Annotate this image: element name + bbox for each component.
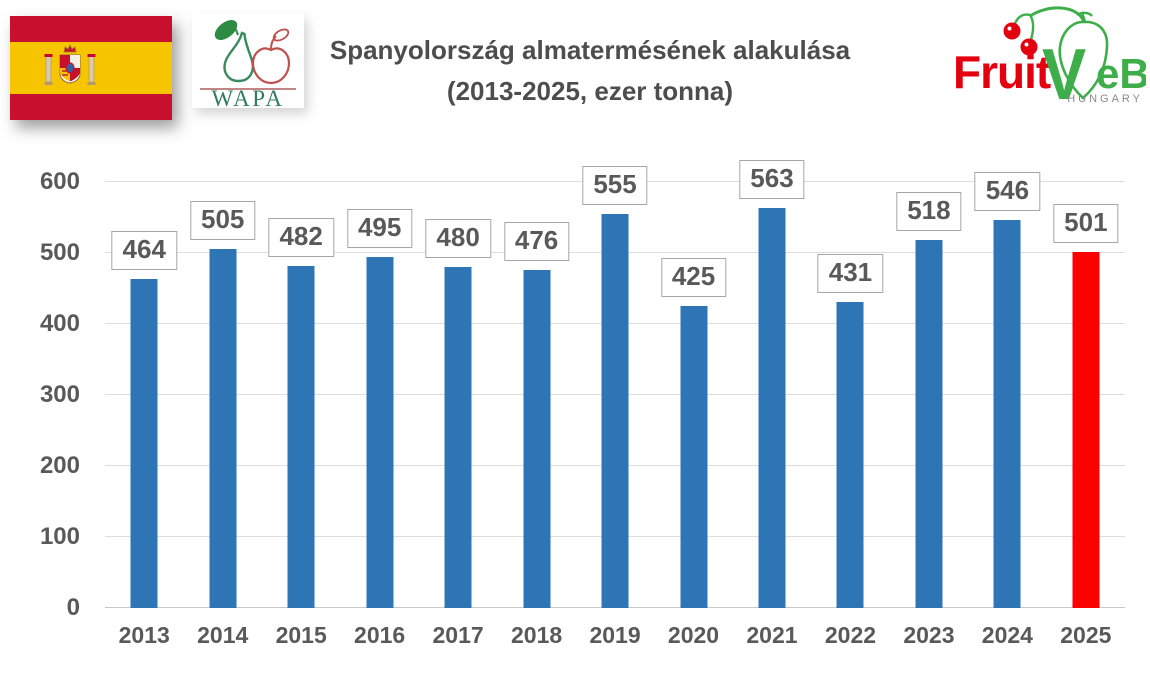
bar-2018	[523, 270, 551, 608]
y-axis: 0 100 200 300 400 500 600	[18, 170, 80, 620]
bar-2014	[209, 249, 237, 608]
bar-slot-2018: 476	[497, 182, 575, 608]
bar-2017	[444, 267, 472, 608]
bar-slot-2015: 482	[262, 182, 340, 608]
fruitveb-wordmark-eb: eB	[1096, 50, 1146, 97]
bar-slot-2019: 555	[576, 165, 654, 608]
bar-slot-2025: 501	[1047, 182, 1125, 608]
y-tick-label-500: 500	[39, 239, 80, 266]
value-label-2017: 480	[425, 219, 491, 259]
spain-flag	[10, 16, 172, 120]
chart-title: Spanyolország almatermésének alakulása (…	[300, 30, 880, 112]
wapa-pear-icon	[214, 20, 254, 83]
wapa-logo-graphic: WAPA	[200, 20, 296, 108]
x-tick-label-2020: 2020	[667, 622, 720, 648]
bar-slot-2020: 425	[654, 182, 732, 608]
y-tick-label-200: 200	[39, 452, 80, 480]
bar-slot-2016: 495	[340, 182, 418, 608]
bar-2016	[366, 256, 394, 608]
x-tick-label-2019: 2019	[589, 622, 641, 648]
fruitveb-pepper-icon	[1058, 11, 1109, 100]
fruitveb-wordmark-fruit: Fruit	[953, 46, 1051, 98]
bar-2022	[836, 302, 864, 608]
x-tick-label-2013: 2013	[118, 622, 170, 648]
bar-slot-2014: 505	[183, 182, 261, 608]
bar-2015	[287, 265, 315, 608]
y-tick-label-300: 300	[39, 381, 80, 408]
x-tick-label-2022: 2022	[824, 622, 877, 648]
bar-2019	[601, 213, 629, 608]
value-label-2013: 464	[111, 230, 177, 270]
fruitveb-country-label: HUNGARY	[1067, 93, 1143, 105]
chart-title-line2: (2013-2025, ezer tonna)	[446, 76, 734, 106]
x-tick-label-2014: 2014	[197, 622, 249, 648]
bar-2024	[993, 220, 1021, 608]
x-tick-label-2025: 2025	[1060, 622, 1112, 648]
bar-slot-2023: 518	[890, 182, 968, 608]
wapa-apple-icon	[251, 28, 291, 85]
bar-slot-2017: 480	[419, 182, 497, 608]
bar-2013	[130, 278, 158, 608]
fruitveb-wordmark-v: V	[1042, 33, 1086, 114]
x-tick-label-2023: 2023	[903, 622, 955, 648]
value-label-2024: 546	[974, 172, 1041, 212]
x-tick-label-2015: 2015	[275, 622, 327, 648]
value-label-2018: 476	[503, 222, 570, 262]
y-tick-label-0: 0	[66, 594, 80, 621]
bar-slot-2013: 464	[105, 182, 183, 608]
fruitveb-logo-graphic: Fruit V eB HUNGARY	[953, 6, 1146, 115]
fruitveb-logo: Fruit V eB HUNGARY	[950, 4, 1146, 116]
value-label-2014: 505	[190, 201, 256, 241]
value-label-2023: 518	[896, 192, 962, 232]
spain-flag-graphic	[10, 16, 172, 120]
fruitveb-cherries-icon	[1003, 13, 1038, 56]
x-tick-label-2024: 2024	[981, 622, 1033, 648]
value-label-2019: 555	[582, 165, 648, 205]
value-label-2016: 495	[346, 208, 413, 248]
x-tick-label-2016: 2016	[354, 622, 406, 648]
wapa-logo: WAPA	[192, 13, 304, 108]
x-tick-label-2018: 2018	[510, 622, 563, 648]
x-tick-label-2021: 2021	[746, 622, 798, 648]
value-label-2015: 482	[268, 217, 334, 257]
value-label-2020: 425	[660, 258, 727, 298]
value-label-2025: 501	[1053, 204, 1119, 244]
value-label-2022: 431	[817, 254, 884, 293]
y-tick-label-400: 400	[39, 310, 80, 338]
bar-slot-2024: 546	[968, 172, 1046, 608]
plot-area: 464 505 482 495 480 476 555 425 563 431 518 546 501	[105, 160, 1125, 608]
bar-2020	[680, 306, 708, 608]
spain-coat-of-arms	[44, 44, 96, 85]
bar-2023	[915, 240, 943, 608]
wapa-wordmark: WAPA	[211, 86, 284, 108]
y-tick-label-600: 600	[39, 168, 80, 195]
bars-row: 464 505 482 495 480 476 555 425 563 431 518 546 501	[105, 160, 1125, 608]
chart-title-line1: Spanyolország almatermésének alakulása	[329, 35, 851, 65]
bar-2021	[758, 208, 786, 608]
bar-slot-2021: 563	[733, 160, 811, 608]
value-label-2021: 563	[739, 160, 805, 200]
bar-2025	[1072, 252, 1100, 608]
x-axis: 2013 2014 2015 2016 2017 2018 2019 2020 2021 2022…	[105, 622, 1125, 649]
y-tick-label-100: 100	[39, 523, 80, 551]
x-tick-label-2017: 2017	[432, 622, 484, 648]
bar-slot-2022: 431	[811, 182, 889, 608]
